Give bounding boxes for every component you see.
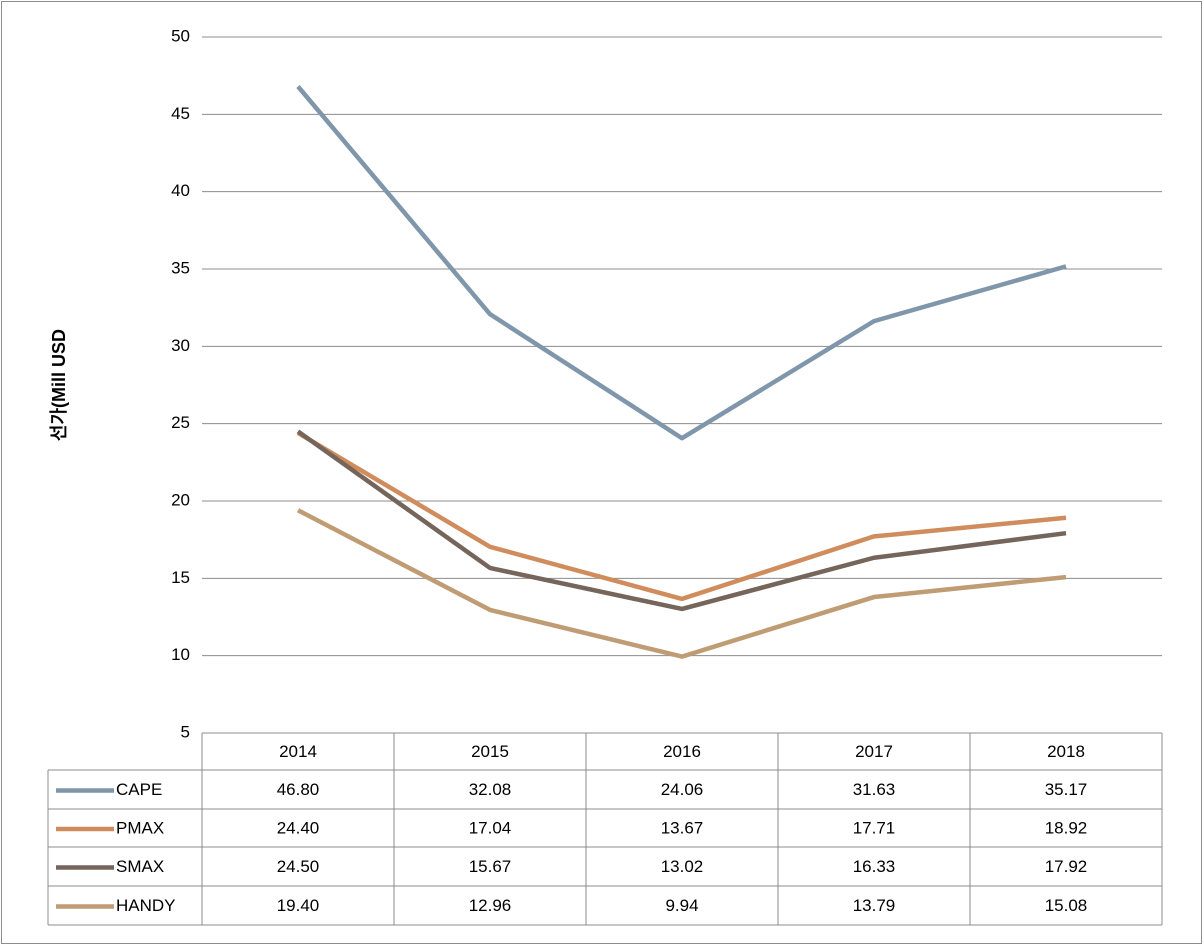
table-value: 12.96 [469,896,512,915]
table-value: 16.33 [853,857,896,876]
y-tick-label: 30 [171,336,190,355]
table-value: 17.04 [469,818,512,837]
series-line [296,429,1067,612]
legend-label: SMAX [116,857,164,876]
table-value: 32.08 [469,780,512,799]
series-line [296,431,1067,602]
y-tick-label: 20 [171,490,190,509]
table-value: 9.94 [665,896,698,915]
table-value: 24.50 [277,857,320,876]
legend-label: PMAX [116,818,164,837]
x-tick-label: 2017 [855,742,893,761]
table-value: 46.80 [277,780,320,799]
table-value: 17.71 [853,818,896,837]
table-value: 17.92 [1045,857,1088,876]
x-tick-label: 2015 [471,742,509,761]
table-value: 31.63 [853,780,896,799]
series-line [296,508,1067,659]
table-value: 18.92 [1045,818,1088,837]
table-value: 13.79 [853,896,896,915]
x-tick-label: 2016 [663,742,701,761]
table-value: 13.67 [661,818,704,837]
table-value: 15.67 [469,857,512,876]
table-value: 35.17 [1045,780,1088,799]
y-tick-label: 45 [171,104,190,123]
y-axis-label: 선가(Mill USD [49,329,69,441]
x-tick-label: 2018 [1047,742,1085,761]
y-tick-label: 25 [171,413,190,432]
legend-label: CAPE [116,780,162,799]
table-value: 13.02 [661,857,704,876]
y-tick-label: 35 [171,258,190,277]
y-tick-label: 15 [171,568,190,587]
series-line [296,85,1067,441]
table-value: 24.06 [661,780,704,799]
y-tick-label: 10 [171,645,190,664]
y-tick-label: 40 [171,181,190,200]
table-value: 24.40 [277,818,320,837]
x-tick-label: 2014 [279,742,317,761]
y-tick-label: 5 [181,722,190,741]
table-value: 19.40 [277,896,320,915]
legend-label: HANDY [116,896,176,915]
table-value: 15.08 [1045,896,1088,915]
y-tick-label: 50 [171,26,190,45]
